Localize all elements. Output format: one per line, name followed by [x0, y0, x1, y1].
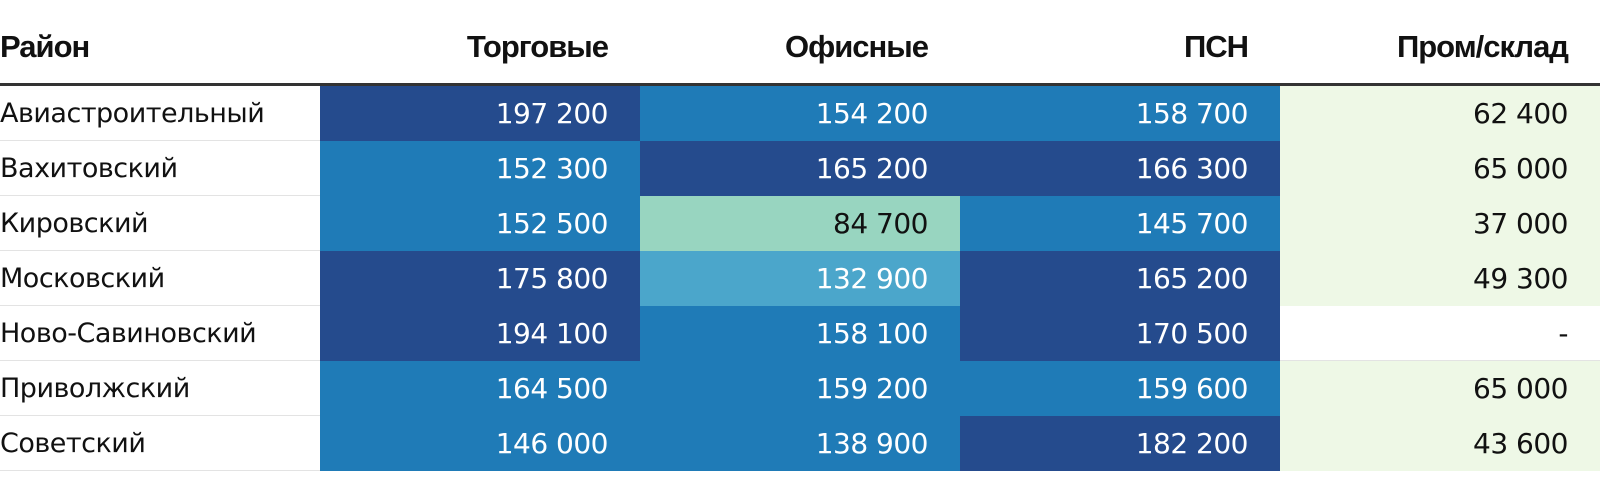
value-cell: 182 200	[960, 416, 1280, 471]
value-cell: 43 600	[1280, 416, 1600, 471]
header-psn: ПСН	[1183, 29, 1249, 64]
value-cell: 159 600	[960, 361, 1280, 416]
value-cell: 132 900	[640, 251, 960, 306]
header-office: Офисные	[785, 29, 929, 64]
value-cell: 194 100	[320, 306, 640, 361]
table-body: Авиастроительный 197 200 154 200 158 700 62 …	[0, 86, 1600, 471]
table-row: Кировский 152 500 84 700 145 700 37 000	[0, 196, 1600, 251]
table-row: Авиастроительный 197 200 154 200 158 700 62 …	[0, 86, 1600, 141]
value-cell: 152 300	[320, 141, 640, 196]
value-cell: 37 000	[1280, 196, 1600, 251]
table-row: Московский 175 800 132 900 165 200 49 300	[0, 251, 1600, 306]
value-cell: 146 000	[320, 416, 640, 471]
table-row: Ново-Савиновский 194 100 158 100 170 500-	[0, 306, 1600, 361]
district-cell: Московский	[0, 251, 320, 306]
value-cell: 65 000	[1280, 141, 1600, 196]
value-cell: 159 200	[640, 361, 960, 416]
header-industrial: Пром/склад	[1396, 29, 1569, 64]
value-cell: 152 500	[320, 196, 640, 251]
district-cell: Вахитовский	[0, 141, 320, 196]
value-cell: 158 100	[640, 306, 960, 361]
value-cell: 49 300	[1280, 251, 1600, 306]
value-cell: 84 700	[640, 196, 960, 251]
value-cell: 165 200	[960, 251, 1280, 306]
value-cell: 164 500	[320, 361, 640, 416]
table-header: Район Торговые Офисные ПСН Пром/склад	[0, 0, 1600, 86]
value-cell: 170 500	[960, 306, 1280, 361]
value-cell: 158 700	[960, 86, 1280, 141]
district-cell: Приволжский	[0, 361, 320, 416]
table-row: Вахитовский 152 300 165 200 166 300 65 000	[0, 141, 1600, 196]
value-cell: 62 400	[1280, 86, 1600, 141]
value-cell: 138 900	[640, 416, 960, 471]
header-retail: Торговые	[466, 29, 609, 64]
value-cell: 145 700	[960, 196, 1280, 251]
district-cell: Советский	[0, 416, 320, 471]
value-cell: 166 300	[960, 141, 1280, 196]
value-cell: 197 200	[320, 86, 640, 141]
value-cell: -	[1280, 306, 1600, 361]
header-district: Район	[0, 29, 90, 64]
table-row: Приволжский 164 500 159 200 159 600 65 000	[0, 361, 1600, 416]
district-cell: Ново-Савиновский	[0, 306, 320, 361]
value-cell: 165 200	[640, 141, 960, 196]
value-cell: 65 000	[1280, 361, 1600, 416]
table-row: Советский 146 000 138 900 182 200 43 600	[0, 416, 1600, 471]
district-cell: Авиастроительный	[0, 86, 320, 141]
value-cell: 154 200	[640, 86, 960, 141]
value-cell: 175 800	[320, 251, 640, 306]
heatmap-table: Район Торговые Офисные ПСН Пром/склад Ав…	[0, 0, 1600, 471]
district-cell: Кировский	[0, 196, 320, 251]
